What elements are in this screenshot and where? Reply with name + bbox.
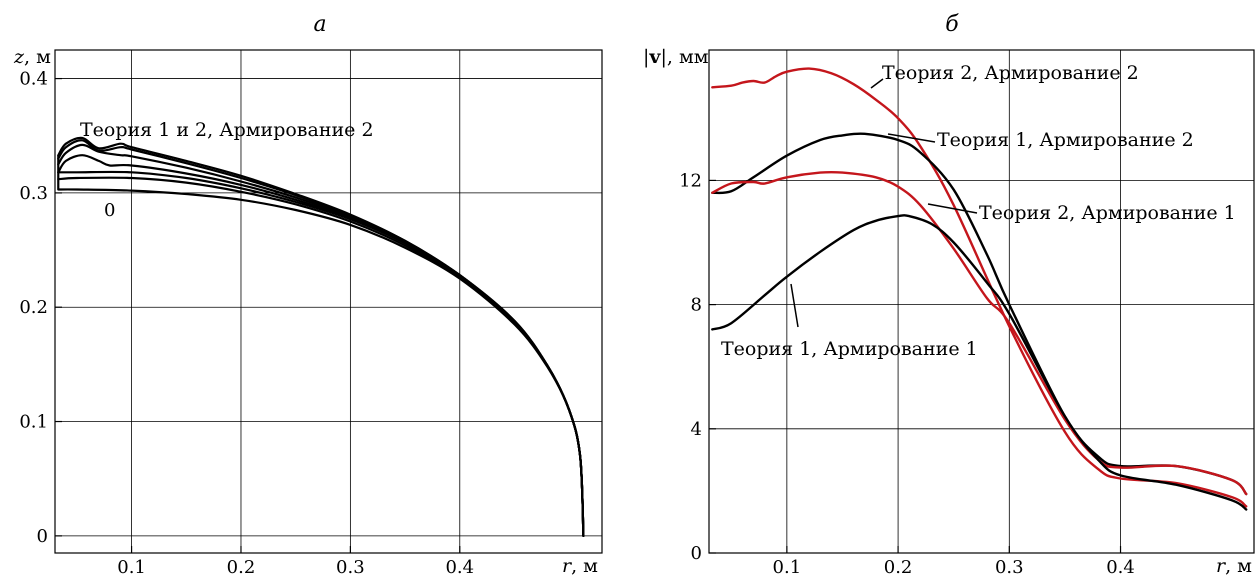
panel-b-y-tick-label: 4 — [691, 419, 702, 440]
panel-b-label: б — [945, 12, 959, 37]
label-theory1-reinf2: Теория 1, Армирование 2 — [937, 129, 1194, 151]
panel-b-y-tick-label: 8 — [691, 295, 702, 316]
panel-a-y-tick-label: 0.1 — [19, 412, 48, 433]
panel-a: а 0.1 0.2 0.3 0.4 0 0.1 0.2 0.3 0.4 z, м r, м Те… — [13, 12, 602, 575]
panel-b-y-axis-var: v — [648, 46, 661, 68]
panel-a-y-tick-label: 0.2 — [19, 297, 48, 318]
panel-b-y-tick-label: 0 — [691, 543, 702, 564]
panel-b-ticks: 0.1 0.2 0.3 0.4 0 4 8 12 — [679, 170, 1135, 575]
panel-a-annotation-main: Теория 1 и 2, Армирование 2 — [80, 119, 374, 141]
panel-b-x-tick-label: 0.3 — [995, 557, 1024, 575]
panel-b-y-tick-label: 12 — [679, 170, 702, 191]
panel-a-x-tick-label: 0.3 — [336, 557, 365, 575]
panel-a-series-line-0 — [58, 189, 583, 535]
label-theory1-reinf1: Теория 1, Армирование 1 — [721, 338, 978, 360]
panel-b-x-tick-label: 0.1 — [773, 557, 802, 575]
panel-a-x-axis-unit: , м — [571, 555, 598, 575]
panel-a-x-tick-label: 0.4 — [445, 557, 474, 575]
panel-a-label: а — [313, 12, 326, 37]
panel-b-x-axis-unit: , м — [1225, 555, 1252, 575]
panel-a-y-tick-label: 0.4 — [19, 69, 48, 90]
panel-a-series-line-2 — [58, 172, 583, 536]
label-theory2-reinf2: Теория 2, Армирование 2 — [882, 62, 1139, 84]
panel-b-series-line-1 — [712, 134, 1246, 494]
label-theory2-reinf1: Теория 2, Армирование 1 — [979, 202, 1236, 224]
panel-b-grid — [709, 50, 1254, 553]
panel-a-ticks: 0.1 0.2 0.3 0.4 0 0.1 0.2 0.3 0.4 — [19, 69, 474, 575]
panel-a-x-tick-label: 0.1 — [117, 557, 146, 575]
panel-a-y-axis-label: z, м — [13, 46, 51, 68]
panel-a-x-tick-label: 0.2 — [227, 557, 256, 575]
panel-a-y-axis-unit: , м — [24, 46, 51, 68]
panel-a-y-tick-label: 0.3 — [19, 183, 48, 204]
panel-b-y-axis-label: |v|, мм — [643, 46, 709, 68]
panel-b-x-tick-label: 0.4 — [1106, 557, 1135, 575]
panel-b-x-tick-label: 0.2 — [884, 557, 913, 575]
panel-a-series-line-6 — [58, 138, 583, 536]
panel-a-y-tick-label: 0 — [37, 526, 48, 547]
leader-line-theory1-reinf1 — [791, 284, 798, 327]
panel-a-series — [58, 138, 583, 536]
panel-a-series-line-1 — [58, 178, 583, 536]
panel-a-series-line-5 — [58, 140, 583, 536]
panel-b-x-axis-label: r, м — [1216, 555, 1252, 575]
panel-a-annotation-zero: 0 — [104, 200, 115, 221]
panel-a-x-axis-label: r, м — [562, 555, 598, 575]
panel-b-series-labels: Теория 2, Армирование 2 Теория 1, Армиро… — [721, 62, 1236, 360]
panel-b: б 0.1 0.2 0.3 0.4 0 4 8 12 |v|, мм r, м Теория … — [643, 12, 1254, 575]
panel-b-y-axis-unit: , мм — [667, 46, 709, 68]
panel-b-frame — [709, 50, 1254, 553]
